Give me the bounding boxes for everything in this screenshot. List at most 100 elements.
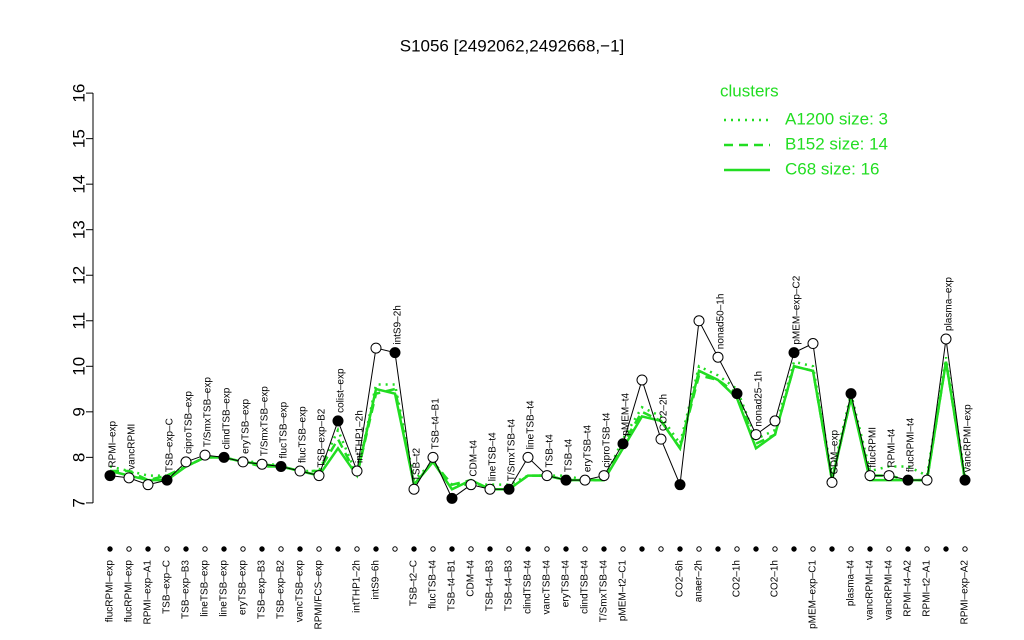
point xyxy=(959,474,971,486)
x-tick-label: lineTSB–exp xyxy=(200,560,211,617)
cluster-dot xyxy=(962,546,968,552)
x-tick-label: pMEM–t2–C1 xyxy=(618,560,629,622)
point xyxy=(275,460,287,472)
x-tick-label: plasma–t4 xyxy=(846,560,857,607)
x-tick-label: intTHP1–2h xyxy=(352,560,363,613)
point-label: RPMI–exp xyxy=(108,420,119,467)
cluster-dot xyxy=(829,546,835,552)
y-tick-label: 7 xyxy=(69,498,88,507)
point xyxy=(522,451,534,463)
cluster-dot xyxy=(677,546,683,552)
point xyxy=(864,470,876,482)
point-label: ciproTSB–exp xyxy=(184,391,195,454)
legend-label: B152 size: 14 xyxy=(785,134,888,153)
cluster-dot xyxy=(658,546,664,552)
point xyxy=(370,342,382,354)
y-tick-label: 12 xyxy=(69,266,88,285)
cluster-dot xyxy=(392,546,398,552)
point xyxy=(332,415,344,427)
point-label: plasma–exp xyxy=(944,277,955,331)
point-label: vancRPMI–exp xyxy=(963,404,974,472)
point-label: eryTSB–exp xyxy=(241,398,252,453)
point xyxy=(142,479,154,491)
cluster-dot xyxy=(905,546,911,552)
cluster-dot xyxy=(867,546,873,552)
point xyxy=(161,474,173,486)
point xyxy=(465,479,477,491)
point-label: intTHP1–2h xyxy=(355,410,366,463)
point-label: TSB–t4 xyxy=(564,438,575,472)
y-tick-label: 14 xyxy=(69,175,88,194)
point-label: nonad25–1h xyxy=(754,371,765,427)
point xyxy=(655,433,667,445)
point xyxy=(294,465,306,477)
x-tick-label: T/SmxTSB–t4 xyxy=(599,560,610,623)
x-tick-label: TSB–exp–C xyxy=(162,560,173,614)
legend-label: A1200 size: 3 xyxy=(785,109,888,128)
x-tick-label: flucRPMI–exp xyxy=(124,560,135,623)
point xyxy=(712,351,724,363)
point-label: T/SmxTSB–t4 xyxy=(507,419,518,482)
cluster-dot xyxy=(734,546,740,552)
point-label: pMEM–t4 xyxy=(621,392,632,435)
y-tick-label: 9 xyxy=(69,407,88,416)
cluster-dot xyxy=(411,546,417,552)
cluster-dot xyxy=(753,546,759,552)
x-tick-label: intS9–6h xyxy=(371,560,382,599)
x-tick-label: CO2–1h xyxy=(732,560,743,597)
point xyxy=(503,483,515,495)
point-label: CDM–t4 xyxy=(469,440,480,477)
x-tick-label: TSB–t4–B3 xyxy=(485,560,496,612)
y-tick-label: 8 xyxy=(69,453,88,462)
x-tick-label: vancRPMI–t4 xyxy=(884,560,895,620)
point-label: lineTSB–t4 xyxy=(488,432,499,481)
legend-label: C68 size: 16 xyxy=(785,159,880,178)
point-label: TSB–exp–C xyxy=(165,418,176,472)
point xyxy=(560,474,572,486)
point xyxy=(826,476,838,488)
cluster-dot xyxy=(468,546,474,552)
point xyxy=(579,474,591,486)
point xyxy=(902,474,914,486)
cluster-dot xyxy=(183,546,189,552)
x-tick-label: eryTSB–t4 xyxy=(561,560,572,608)
y-tick-label: 16 xyxy=(69,84,88,103)
point xyxy=(484,483,496,495)
cluster-dot xyxy=(810,546,816,552)
point xyxy=(693,315,705,327)
line xyxy=(109,319,966,500)
x-tick-label: RPMI/FCS–exp xyxy=(314,560,325,630)
x-tick-label: lineTSB–exp xyxy=(219,560,230,617)
x-tick-label: flucTSB–t4 xyxy=(428,560,439,609)
point-label: flucTSB–exp xyxy=(279,401,290,458)
point-label: eryTSB–t4 xyxy=(583,424,594,472)
cluster-dot xyxy=(373,546,379,552)
cluster-dot xyxy=(791,546,797,552)
point-label: lineTSB–t4 xyxy=(526,400,537,449)
cluster-dot xyxy=(449,546,455,552)
point xyxy=(256,458,268,470)
x-tick-label: vancTSB–t4 xyxy=(542,560,553,615)
cluster-dot xyxy=(696,546,702,552)
cluster-dot xyxy=(259,546,265,552)
cluster-dot xyxy=(924,546,930,552)
x-tick-label: clindTSB–t4 xyxy=(523,560,534,614)
point xyxy=(940,333,952,345)
point xyxy=(731,388,743,400)
point xyxy=(617,438,629,450)
x-tick-label: flucRPMI–exp xyxy=(105,560,116,623)
cluster-dot xyxy=(772,546,778,552)
point-label: T/SmxTSB–exp xyxy=(203,377,214,447)
point-label: ciproTSB–t4 xyxy=(602,412,613,467)
point-label: pMEM–exp–C2 xyxy=(792,275,803,344)
cluster-dot xyxy=(943,546,949,552)
cluster-dot xyxy=(126,546,132,552)
cluster-dot xyxy=(107,546,113,552)
cluster-dot xyxy=(430,546,436,552)
point xyxy=(921,474,933,486)
point-label: TSB–exp–B2 xyxy=(317,408,328,467)
point xyxy=(750,429,762,441)
point xyxy=(104,470,116,482)
point-label: CO2–2h xyxy=(659,394,670,431)
